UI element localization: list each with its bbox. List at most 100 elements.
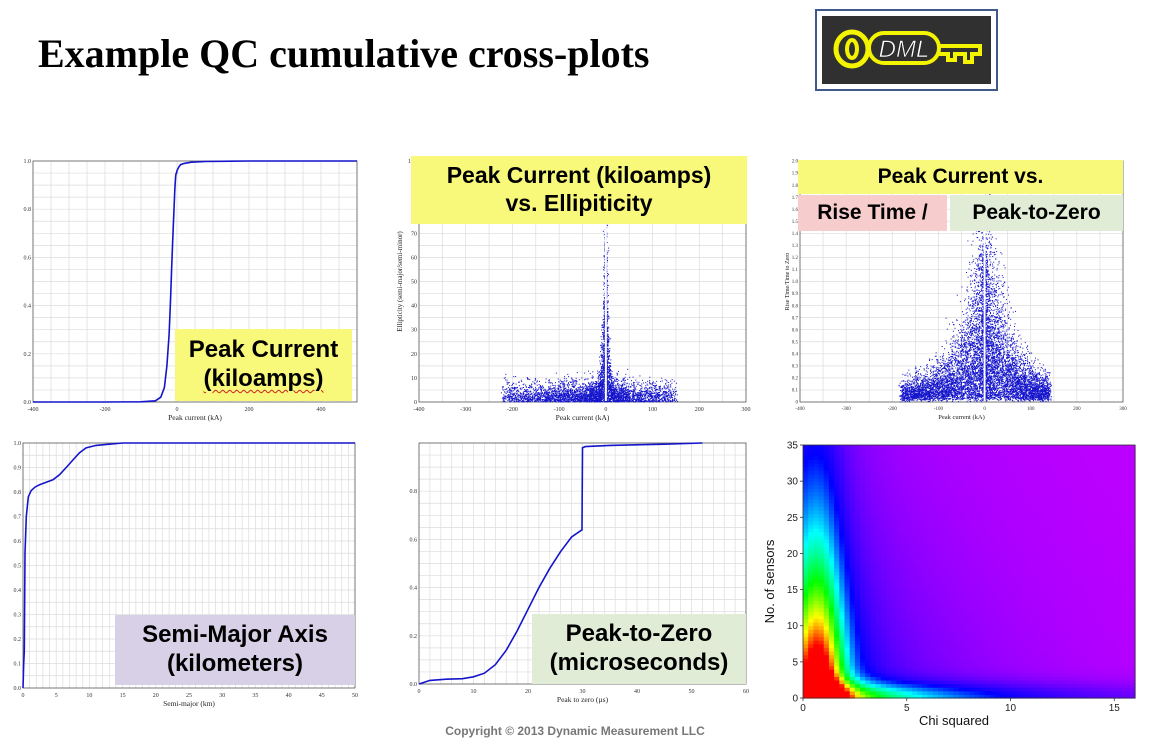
- scatter-point: [607, 308, 609, 310]
- scatter-point: [607, 330, 609, 332]
- scatter-point: [520, 396, 521, 398]
- y-tick-label: 40: [411, 304, 417, 310]
- scatter-point: [604, 255, 605, 257]
- scatter-point: [535, 395, 537, 397]
- scatter-point: [616, 398, 618, 400]
- scatter-point: [567, 400, 569, 401]
- scatter-point: [601, 329, 603, 331]
- scatter-point: [646, 387, 647, 389]
- scatter-point: [588, 395, 590, 397]
- scatter-point: [517, 396, 519, 398]
- scatter-point: [603, 344, 604, 346]
- scatter-point: [666, 387, 668, 389]
- scatter-point: [625, 398, 627, 400]
- scatter-point: [514, 393, 516, 395]
- scatter-point: [611, 387, 613, 389]
- scatter-point: [611, 395, 613, 397]
- scatter-point: [576, 398, 578, 400]
- scatter-point: [566, 390, 568, 392]
- scatter-point: [590, 401, 592, 403]
- scatter-point: [563, 400, 565, 401]
- scatter-point: [511, 393, 513, 395]
- scatter-point: [653, 395, 655, 397]
- scatter-point: [623, 394, 624, 396]
- scatter-point: [535, 392, 537, 393]
- scatter-point: [663, 395, 665, 397]
- scatter-point: [559, 393, 561, 394]
- scatter-point: [619, 398, 621, 399]
- scatter-point: [603, 326, 604, 328]
- scatter-point: [509, 392, 511, 394]
- scatter-point: [574, 401, 576, 403]
- scatter-point: [523, 401, 525, 403]
- scatter-point: [626, 400, 628, 402]
- scatter-point: [607, 341, 609, 342]
- scatter-point: [599, 392, 601, 394]
- scatter-point: [652, 399, 654, 400]
- scatter-point: [576, 397, 578, 399]
- scatter-point: [635, 398, 637, 400]
- scatter-point: [581, 393, 583, 395]
- scatter-point: [513, 388, 515, 390]
- scatter-point: [609, 374, 611, 376]
- scatter-point: [604, 250, 606, 252]
- scatter-point: [583, 392, 585, 394]
- scatter-point: [525, 391, 527, 392]
- scatter-point: [542, 399, 544, 401]
- scatter-point: [587, 400, 588, 402]
- scatter-point: [624, 399, 625, 401]
- scatter-point: [539, 392, 541, 394]
- scatter-point: [559, 389, 561, 391]
- scatter-point: [517, 395, 518, 397]
- scatter-point: [594, 393, 596, 394]
- scatter-point: [585, 389, 587, 390]
- scatter-point: [528, 394, 530, 396]
- scatter-point: [608, 351, 610, 353]
- scatter-point: [584, 400, 586, 402]
- scatter-point: [600, 378, 602, 380]
- scatter-point: [563, 400, 565, 402]
- scatter-point: [600, 389, 602, 391]
- scatter-point: [607, 337, 609, 339]
- scatter-point: [544, 392, 546, 394]
- y-tick-label: 0: [414, 400, 417, 406]
- scatter-point: [603, 297, 605, 298]
- scatter-point: [524, 398, 526, 400]
- scatter-point: [525, 391, 527, 393]
- scatter-point: [532, 398, 534, 400]
- scatter-point: [587, 401, 589, 403]
- scatter-point: [602, 357, 604, 359]
- scatter-point: [584, 394, 586, 396]
- scatter-point: [596, 387, 597, 389]
- scatter-point: [607, 351, 609, 352]
- scatter-point: [537, 389, 539, 391]
- scatter-point: [611, 396, 613, 398]
- scatter-point: [671, 379, 673, 381]
- scatter-point: [604, 311, 606, 312]
- scatter-point: [604, 384, 606, 386]
- scatter-point: [586, 391, 588, 393]
- scatter-point: [603, 314, 605, 316]
- scatter-point: [653, 385, 655, 387]
- scatter-point: [610, 393, 612, 395]
- scatter-point: [596, 394, 598, 396]
- scatter-point: [606, 344, 608, 346]
- scatter-point: [609, 388, 610, 390]
- scatter-point: [594, 394, 596, 396]
- scatter-point: [593, 390, 595, 392]
- scatter-point: [607, 260, 608, 261]
- scatter-point: [644, 400, 646, 402]
- scatter-point: [536, 392, 538, 394]
- scatter-point: [615, 401, 617, 403]
- scatter-point: [622, 398, 624, 400]
- scatter-point: [608, 391, 610, 393]
- scatter-point: [674, 391, 676, 392]
- scatter-point: [580, 390, 582, 392]
- scatter-point: [527, 400, 528, 402]
- scatter-point: [641, 399, 643, 401]
- scatter-point: [641, 383, 643, 385]
- scatter-point: [602, 380, 604, 382]
- scatter-point: [573, 381, 575, 383]
- scatter-point: [590, 388, 592, 390]
- scatter-point: [598, 399, 600, 401]
